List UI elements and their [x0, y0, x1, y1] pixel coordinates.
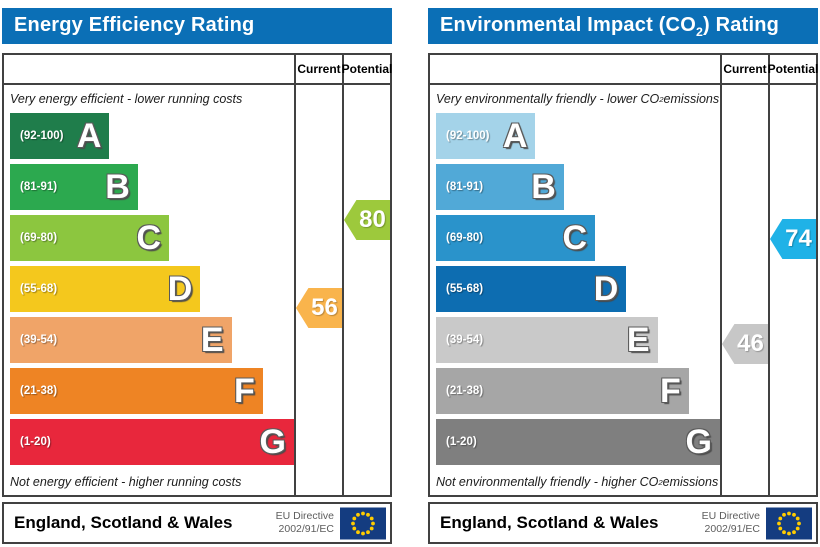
bottom-caption: Not environmentally friendly - higher CO…: [436, 475, 719, 489]
band-letter-label: E: [626, 321, 650, 359]
eu-directive-label: EU Directive 2002/91/EC: [702, 510, 760, 536]
band-range-label: (69-80): [20, 232, 58, 244]
band-g: (1-20) G: [10, 419, 294, 465]
energy-rating-bands: (92-100) A (81-91) B (69-80) C (55-68) D (39-54)…: [4, 113, 294, 469]
band-range-label: (39-54): [20, 334, 58, 346]
band-range-label: (21-38): [446, 385, 484, 397]
band-letter-label: G: [685, 423, 712, 461]
band-range-label: (21-38): [20, 385, 58, 397]
eu-directive-line1: EU Directive: [275, 509, 334, 522]
band-a: (92-100) A: [10, 113, 110, 159]
band-f: (21-38) F: [10, 368, 263, 414]
eu-directive-line2: 2002/91/EC: [278, 523, 334, 535]
environmental-impact-chart: Environmental Impact (CO2) Rating Curren…: [428, 8, 818, 544]
eu-directive-line2: 2002/91/EC: [704, 523, 760, 535]
environmental-footer: England, Scotland & Wales EU Directive 20…: [428, 502, 818, 544]
band-letter-label: A: [502, 117, 528, 155]
region-label: England, Scotland & Wales: [440, 513, 659, 532]
potential-column: 80: [342, 85, 390, 495]
eu-flag-icon: [340, 507, 386, 539]
top-caption: Very environmentally friendly - lower CO…: [436, 92, 720, 106]
band-c: (69-80) C: [10, 215, 170, 261]
potential-rating-marker: 74: [770, 219, 816, 259]
band-c: (69-80) C: [436, 215, 596, 261]
current-column-header: Current: [720, 55, 768, 85]
band-letter-label: F: [659, 372, 681, 410]
current-column-header: Current: [294, 55, 342, 85]
rating-header-spacer: [4, 55, 294, 85]
band-letter-label: B: [105, 168, 130, 206]
band-range-label: (81-91): [20, 181, 58, 193]
band-range-label: (92-100): [446, 130, 490, 142]
energy-rating-table: Current Potential Very energy efficient …: [2, 53, 392, 497]
potential-column-header: Potential: [768, 55, 818, 85]
band-letter-label: C: [562, 219, 588, 257]
band-b: (81-91) B: [436, 164, 564, 210]
footer-directive-group: EU Directive 2002/91/EC: [276, 507, 386, 540]
band-letter-label: E: [200, 321, 224, 359]
current-column: 46: [720, 85, 768, 495]
environmental-title-bar: Environmental Impact (CO2) Rating: [428, 8, 818, 44]
energy-footer: England, Scotland & Wales EU Directive 20…: [2, 502, 392, 544]
band-range-label: (92-100): [20, 130, 64, 142]
band-d: (55-68) D: [436, 266, 627, 312]
band-range-label: (1-20): [20, 436, 51, 448]
band-range-label: (39-54): [446, 334, 484, 346]
band-e: (39-54) E: [10, 317, 232, 363]
band-letter-label: F: [233, 372, 255, 410]
band-a: (92-100) A: [436, 113, 536, 159]
band-letter-label: D: [167, 270, 193, 308]
energy-title-bar: Energy Efficiency Rating: [2, 8, 392, 44]
energy-rating-scale: Very energy efficient - lower running co…: [4, 85, 294, 495]
band-d: (55-68) D: [10, 266, 201, 312]
potential-column: 74: [768, 85, 816, 495]
potential-rating-marker: 80: [344, 200, 390, 240]
band-letter-label: G: [259, 423, 286, 461]
footer-directive-group: EU Directive 2002/91/EC: [702, 507, 812, 540]
current-rating-marker: 46: [722, 324, 768, 364]
environmental-rating-table: Current Potential Very environmentally f…: [428, 53, 818, 497]
rating-header-spacer: [430, 55, 720, 85]
environmental-chart-title: Environmental Impact (CO2) Rating: [440, 13, 780, 39]
band-letter-label: A: [76, 117, 102, 155]
band-letter-label: D: [593, 270, 619, 308]
eu-directive-line1: EU Directive: [701, 509, 760, 522]
band-b: (81-91) B: [10, 164, 138, 210]
band-e: (39-54) E: [436, 317, 658, 363]
band-f: (21-38) F: [436, 368, 689, 414]
band-g: (1-20) G: [436, 419, 720, 465]
band-range-label: (69-80): [446, 232, 484, 244]
band-range-label: (55-68): [20, 283, 58, 295]
region-label: England, Scotland & Wales: [14, 513, 233, 532]
band-range-label: (55-68): [446, 283, 484, 295]
bottom-caption: Not energy efficient - higher running co…: [10, 475, 242, 489]
current-rating-marker: 56: [296, 288, 342, 328]
energy-chart-title: Energy Efficiency Rating: [14, 13, 255, 36]
environmental-rating-scale: Very environmentally friendly - lower CO…: [430, 85, 720, 495]
band-range-label: (1-20): [446, 436, 477, 448]
band-letter-label: B: [531, 168, 556, 206]
current-column: 56: [294, 85, 342, 495]
eu-flag-icon: [766, 507, 812, 539]
environmental-rating-bands: (92-100) A (81-91) B (69-80) C (55-68) D (39-54)…: [430, 113, 720, 469]
eu-directive-label: EU Directive 2002/91/EC: [276, 510, 334, 536]
potential-column-header: Potential: [342, 55, 392, 85]
energy-efficiency-chart: Energy Efficiency Rating Current Potenti…: [2, 8, 392, 544]
band-range-label: (81-91): [446, 181, 484, 193]
band-letter-label: C: [136, 219, 162, 257]
top-caption: Very energy efficient - lower running co…: [10, 92, 243, 106]
